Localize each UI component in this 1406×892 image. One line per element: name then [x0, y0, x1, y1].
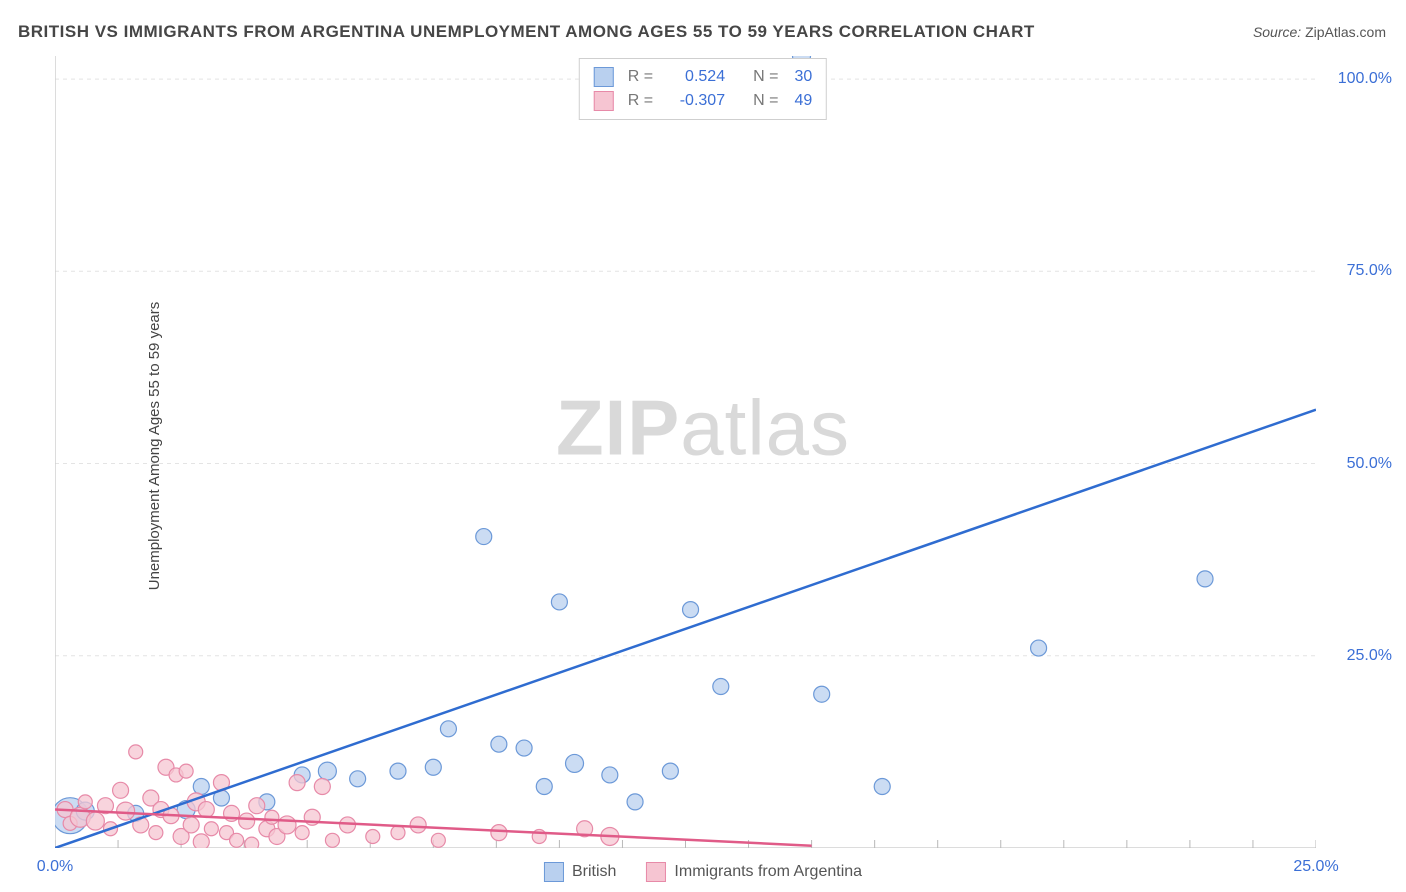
n-value: 30	[794, 68, 812, 86]
n-label: N =	[753, 92, 778, 110]
correlation-legend-row: R = 0.524 N = 30	[594, 65, 812, 89]
r-label: R =	[628, 92, 653, 110]
n-label: N =	[753, 68, 778, 86]
y-tick-label: 75.0%	[1347, 262, 1392, 280]
correlation-legend-row: R = -0.307 N = 49	[594, 89, 812, 113]
legend-swatch	[646, 862, 666, 882]
scatter-chart-svg	[55, 56, 1316, 848]
x-tick-label: 0.0%	[37, 858, 73, 876]
r-value: 0.524	[663, 68, 725, 86]
chart-title: BRITISH VS IMMIGRANTS FROM ARGENTINA UNE…	[18, 22, 1035, 42]
legend-swatch	[544, 862, 564, 882]
source-value: ZipAtlas.com	[1305, 24, 1386, 40]
correlation-legend: R = 0.524 N = 30 R = -0.307 N = 49	[579, 58, 827, 120]
r-value: -0.307	[663, 92, 725, 110]
series-legend: British Immigrants from Argentina	[544, 862, 862, 882]
series-legend-label: Immigrants from Argentina	[674, 863, 862, 881]
legend-swatch	[594, 91, 614, 111]
legend-swatch	[594, 67, 614, 87]
n-value: 49	[794, 92, 812, 110]
r-label: R =	[628, 68, 653, 86]
series-legend-item: British	[544, 862, 616, 882]
y-tick-label: 25.0%	[1347, 647, 1392, 665]
series-legend-label: British	[572, 863, 616, 881]
y-tick-label: 100.0%	[1338, 70, 1392, 88]
source-label: Source:	[1253, 24, 1301, 40]
source-attribution: Source: ZipAtlas.com	[1253, 24, 1386, 40]
y-tick-label: 50.0%	[1347, 455, 1392, 473]
series-legend-item: Immigrants from Argentina	[646, 862, 862, 882]
x-tick-label: 25.0%	[1293, 858, 1338, 876]
chart-area	[55, 56, 1316, 848]
